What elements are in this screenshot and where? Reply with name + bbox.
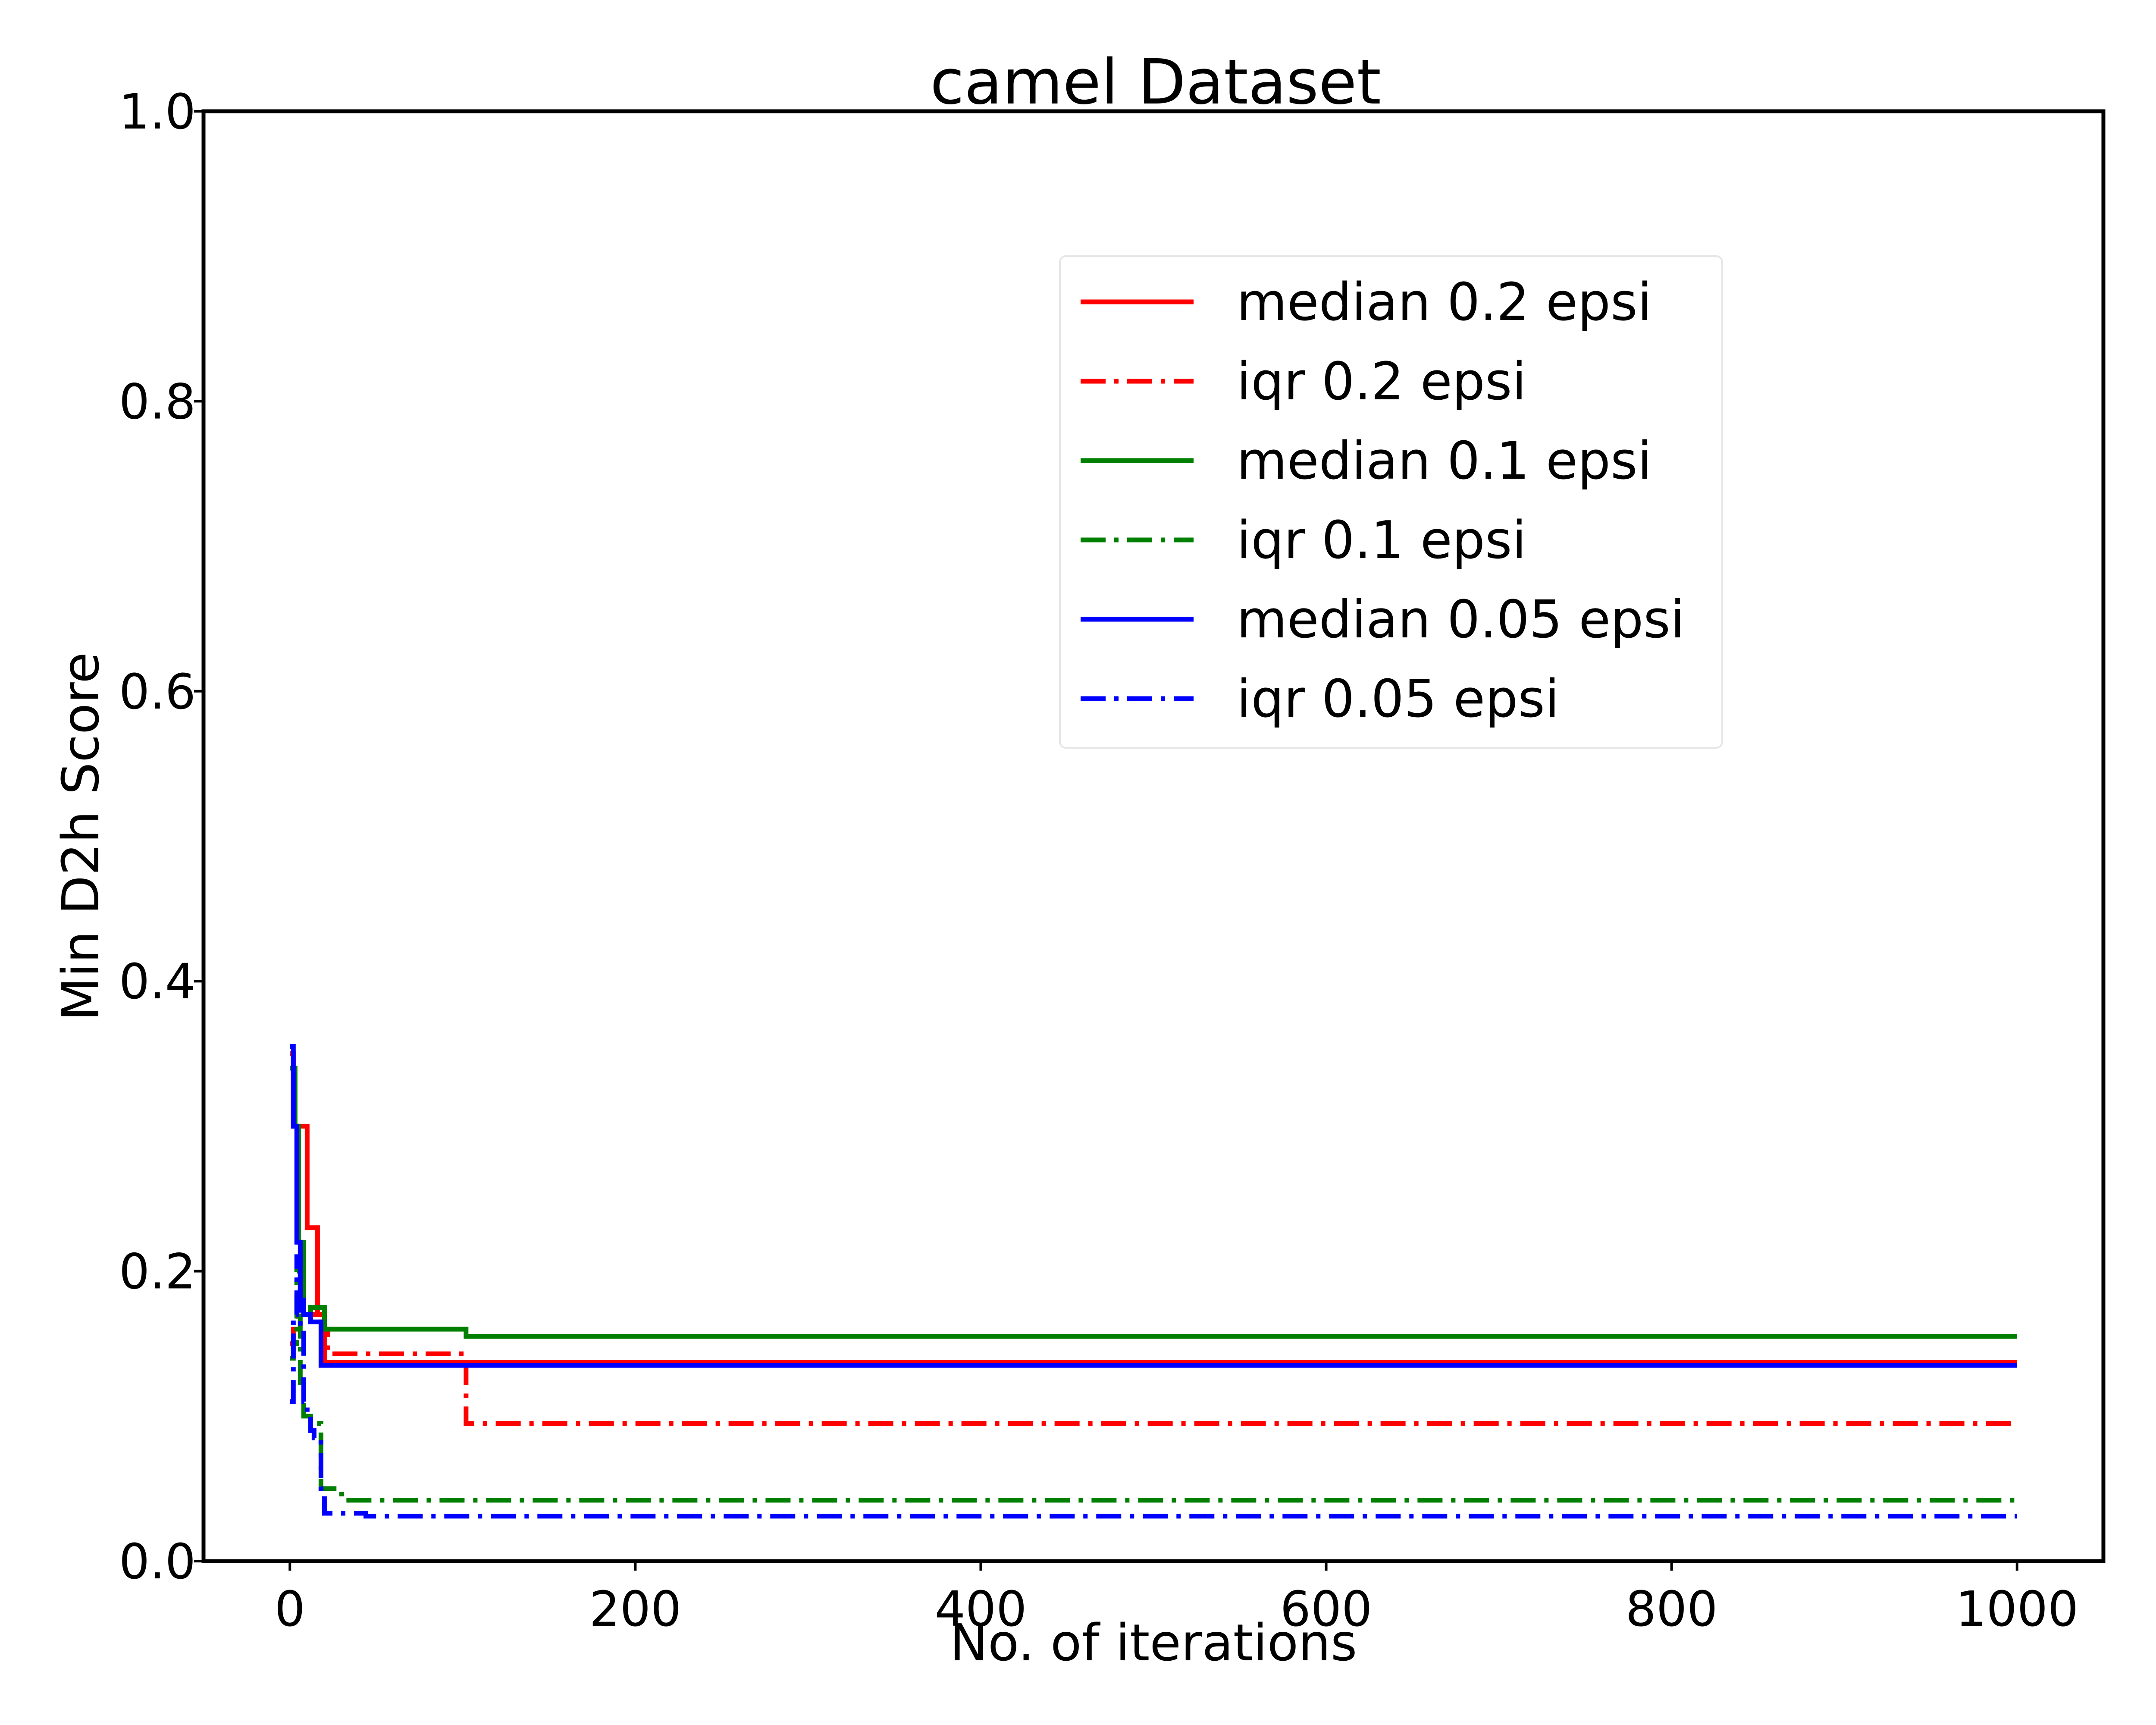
x-tick-label: 600 <box>1280 1581 1373 1637</box>
y-tick-label: 1.0 <box>119 84 196 140</box>
series-line-3 <box>290 1269 2017 1503</box>
y-tick-label: 0.0 <box>119 1534 196 1590</box>
x-tick-label: 1000 <box>1955 1581 2078 1637</box>
legend: median 0.2 epsi iqr 0.2 epsi median 0.1 ep… <box>1059 255 1723 749</box>
y-tick-label: 0.4 <box>119 954 196 1010</box>
legend-label: median 0.1 epsi <box>1237 431 1652 491</box>
legend-label: iqr 0.2 epsi <box>1237 352 1526 412</box>
x-tick-label: 200 <box>589 1581 681 1637</box>
x-axis-label: No. of iterations <box>950 1613 1357 1672</box>
y-tick-label: 0.6 <box>119 664 196 720</box>
legend-label: median 0.2 epsi <box>1237 273 1652 332</box>
x-tick-label: 800 <box>1626 1581 1718 1637</box>
series-line-5 <box>290 1254 2017 1519</box>
y-tick-label: 0.8 <box>119 374 196 430</box>
series-line-4 <box>290 1044 2017 1368</box>
legend-items: median 0.2 epsi iqr 0.2 epsi median 0.1 ep… <box>1081 273 1685 729</box>
legend-label: median 0.05 epsi <box>1237 590 1685 650</box>
legend-box <box>1059 255 1723 749</box>
series-layer <box>290 1044 2017 1519</box>
x-tick-label: 0 <box>275 1581 305 1637</box>
plot-frame <box>201 109 2106 1563</box>
x-tick-label: 400 <box>935 1581 1027 1637</box>
legend-label: iqr 0.1 epsi <box>1237 511 1526 571</box>
y-tick-label: 0.2 <box>119 1244 196 1300</box>
legend-label: iqr 0.05 epsi <box>1237 669 1559 729</box>
chart-title: camel Dataset <box>930 46 1381 118</box>
y-axis-label: Min D2h Score <box>51 652 110 1021</box>
tick-layer: 0 200 400 600 800 1000 0.0 0.2 0.4 0.6 0.8 1.0 <box>119 84 2078 1637</box>
